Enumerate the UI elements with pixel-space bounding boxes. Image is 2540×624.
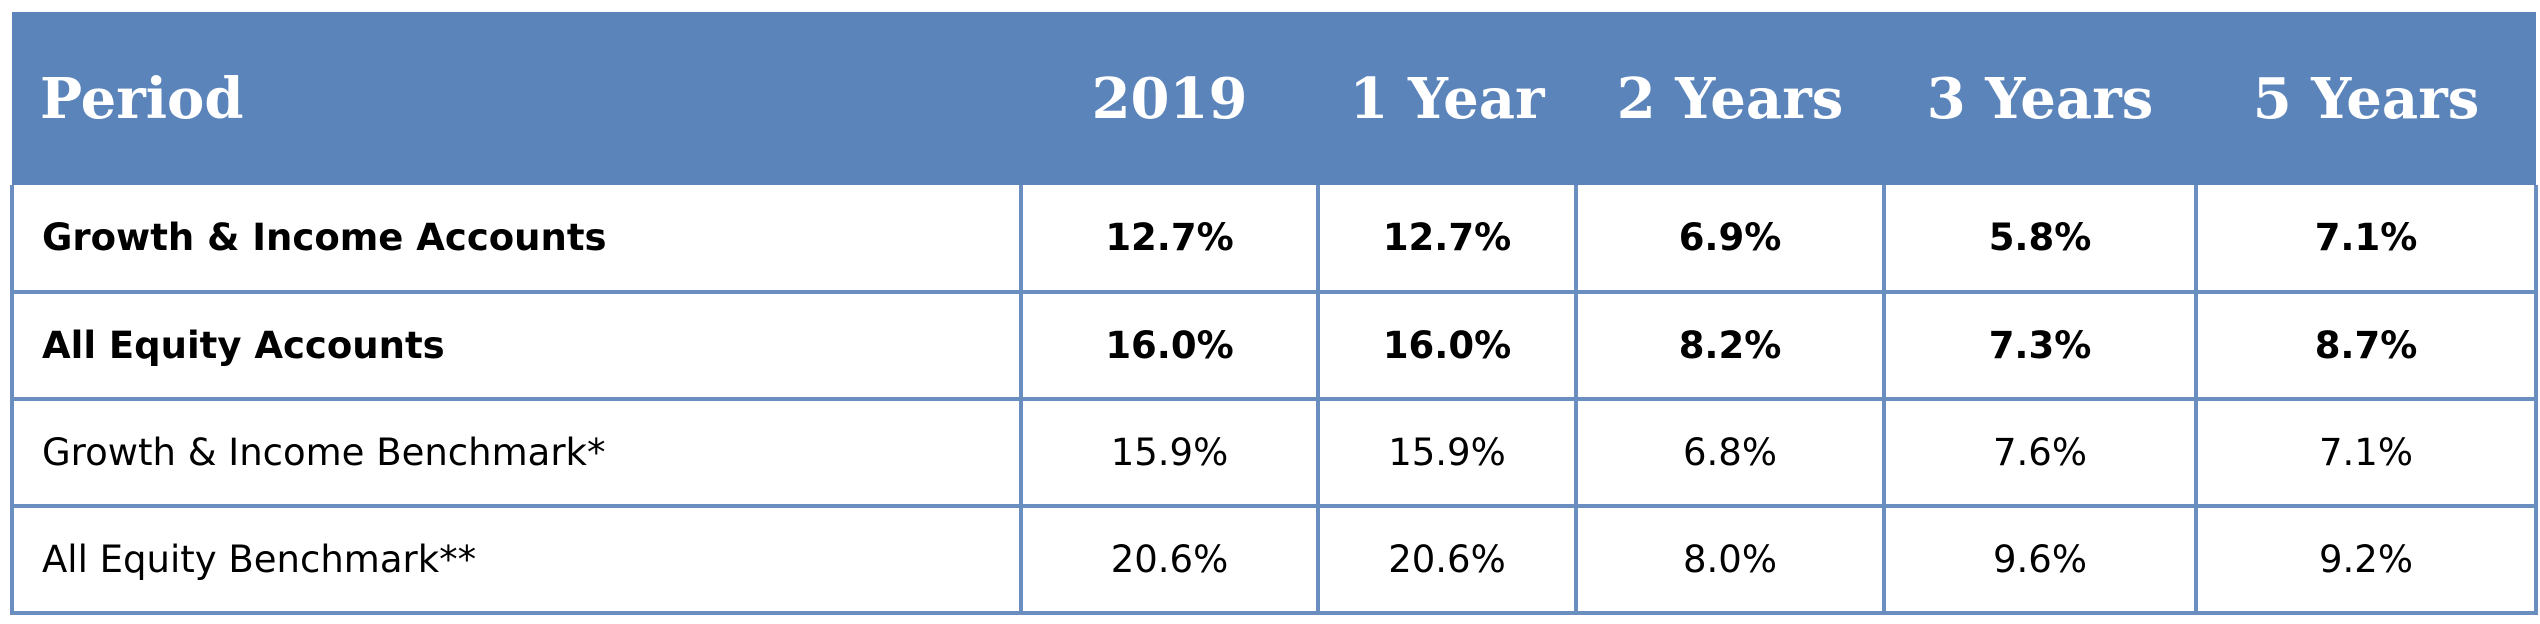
header-5-years: 5 Years bbox=[2196, 12, 2536, 185]
row-label: Growth & Income Benchmark* bbox=[10, 397, 1023, 508]
table-row: Growth & Income Benchmark* 15.9% 15.9% 6… bbox=[10, 397, 2538, 508]
cell-2019: 15.9% bbox=[1019, 397, 1320, 508]
cell-2019: 16.0% bbox=[1019, 290, 1320, 401]
header-3-years: 3 Years bbox=[1884, 12, 2196, 185]
cell-1-year: 20.6% bbox=[1316, 504, 1578, 615]
cell-3-years: 7.3% bbox=[1882, 290, 2198, 401]
cell-1-year: 15.9% bbox=[1316, 397, 1578, 508]
cell-2-years: 8.2% bbox=[1574, 290, 1886, 401]
cell-5-years: 9.2% bbox=[2194, 504, 2538, 615]
table-row: All Equity Accounts 16.0% 16.0% 8.2% 7.3… bbox=[10, 290, 2538, 401]
header-row: Period 2019 1 Year 2 Years 3 Years 5 Yea… bbox=[12, 12, 2536, 185]
cell-3-years: 9.6% bbox=[1882, 504, 2198, 615]
cell-1-year: 12.7% bbox=[1316, 185, 1578, 294]
row-label: Growth & Income Accounts bbox=[10, 185, 1023, 294]
cell-1-year: 16.0% bbox=[1316, 290, 1578, 401]
cell-2-years: 6.8% bbox=[1574, 397, 1886, 508]
cell-5-years: 7.1% bbox=[2194, 397, 2538, 508]
table-row: Growth & Income Accounts 12.7% 12.7% 6.9… bbox=[10, 185, 2538, 294]
row-label: All Equity Accounts bbox=[10, 290, 1023, 401]
header-2019: 2019 bbox=[1021, 12, 1318, 185]
table-row: All Equity Benchmark** 20.6% 20.6% 8.0% … bbox=[10, 504, 2538, 615]
cell-5-years: 8.7% bbox=[2194, 290, 2538, 401]
cell-2019: 20.6% bbox=[1019, 504, 1320, 615]
cell-2-years: 6.9% bbox=[1574, 185, 1886, 294]
table-header: Period 2019 1 Year 2 Years 3 Years 5 Yea… bbox=[12, 12, 2536, 185]
header-period: Period bbox=[12, 12, 1021, 185]
cell-2-years: 8.0% bbox=[1574, 504, 1886, 615]
cell-5-years: 7.1% bbox=[2194, 185, 2538, 294]
header-1-year: 1 Year bbox=[1318, 12, 1576, 185]
performance-table: Period 2019 1 Year 2 Years 3 Years 5 Yea… bbox=[10, 12, 2538, 615]
header-2-years: 2 Years bbox=[1576, 12, 1884, 185]
cell-2019: 12.7% bbox=[1019, 185, 1320, 294]
cell-3-years: 7.6% bbox=[1882, 397, 2198, 508]
row-label: All Equity Benchmark** bbox=[10, 504, 1023, 615]
cell-3-years: 5.8% bbox=[1882, 185, 2198, 294]
table-body: Growth & Income Accounts 12.7% 12.7% 6.9… bbox=[10, 185, 2538, 615]
